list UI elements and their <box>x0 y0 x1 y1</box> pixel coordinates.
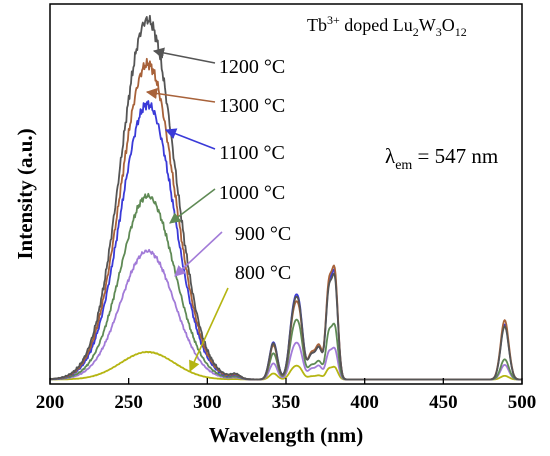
legend-label: 800 °C <box>235 262 291 284</box>
legend-arrow <box>145 87 216 103</box>
series-line <box>49 192 523 381</box>
legend-label: 1000 °C <box>219 182 285 204</box>
legend-arrow <box>174 231 223 277</box>
legend-arrow <box>189 287 229 373</box>
y-axis-label: Intensity (a.u.) <box>13 128 37 259</box>
legend-arrow <box>152 47 216 64</box>
legend-annotations: 800 °C 900 °C 1000 °C 1100 °C 1300 °C 1200 °C <box>145 47 291 373</box>
series-line <box>49 14 523 381</box>
emission-wavelength-label: λem = 547 nm <box>385 144 498 173</box>
legend-arrow <box>169 188 216 224</box>
x-tick-label: 300 <box>193 392 222 413</box>
x-axis-label: Wavelength (nm) <box>209 423 364 447</box>
legend-label: 1200 °C <box>219 56 285 78</box>
x-tick-label: 450 <box>429 392 458 413</box>
legend-label: 1100 °C <box>219 142 285 164</box>
plot-lines <box>49 14 523 381</box>
x-tick-label: 400 <box>350 392 379 413</box>
legend-label: 1300 °C <box>219 95 285 117</box>
x-tick-label: 200 <box>36 392 65 413</box>
legend-arrow <box>164 128 216 150</box>
chart-title: Tb3+ doped Lu2W3O12 <box>307 13 467 39</box>
x-ticks: 200 250 300 350 400 450 500 <box>36 378 537 413</box>
x-tick-label: 250 <box>114 392 143 413</box>
legend-label: 900 °C <box>235 223 291 245</box>
x-tick-label: 500 <box>508 392 537 413</box>
x-tick-label: 350 <box>272 392 301 413</box>
